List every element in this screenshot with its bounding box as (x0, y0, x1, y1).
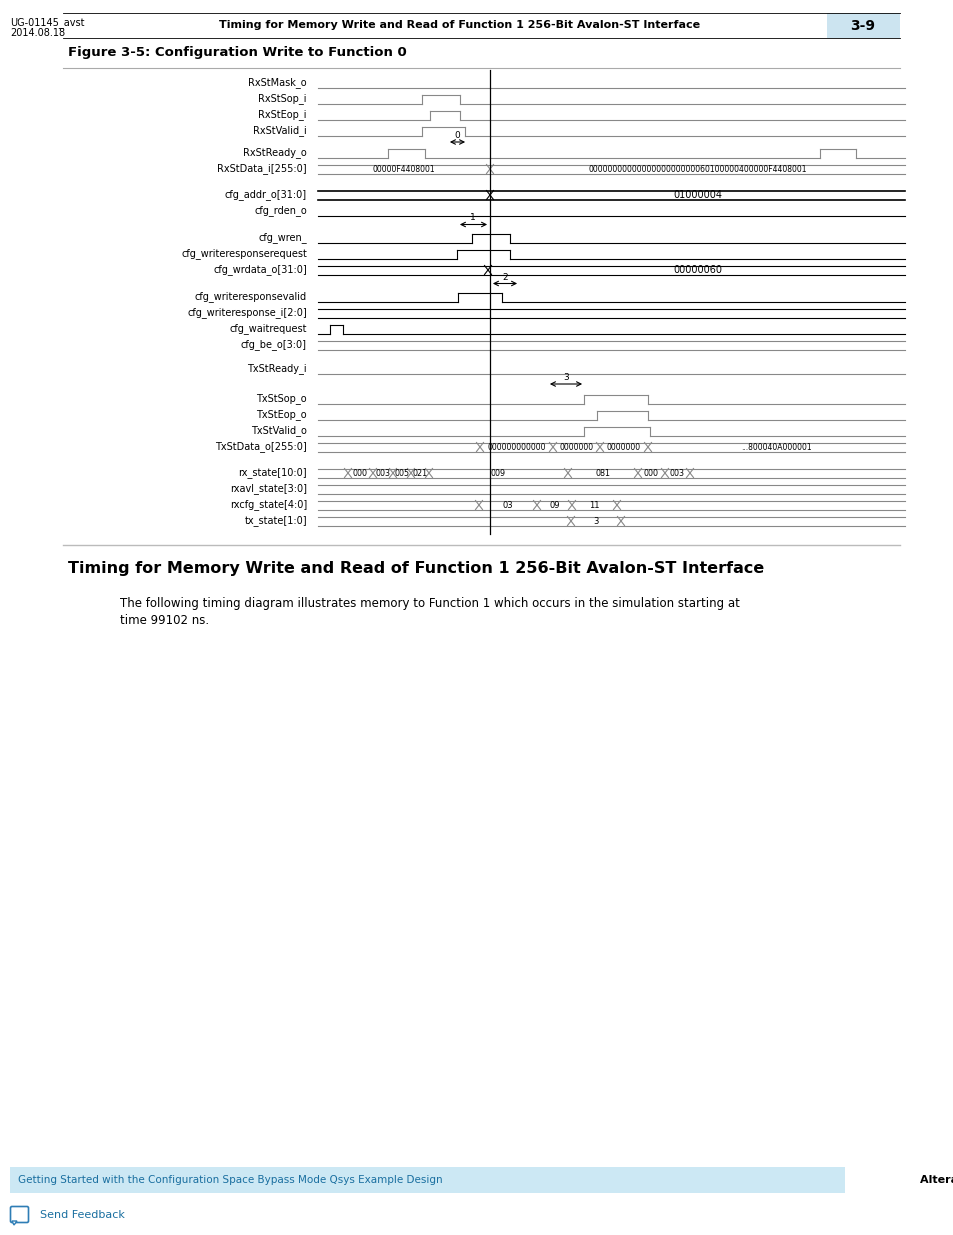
Text: Figure 3-5: Configuration Write to Function 0: Figure 3-5: Configuration Write to Funct… (68, 46, 406, 59)
Text: RxStSop_i: RxStSop_i (258, 94, 307, 105)
Text: 3: 3 (562, 373, 568, 382)
Text: RxStReady_o: RxStReady_o (243, 147, 307, 158)
Text: The following timing diagram illustrates memory to Function 1 which occurs in th: The following timing diagram illustrates… (120, 597, 740, 610)
Text: cfg_writeresponserequest: cfg_writeresponserequest (181, 248, 307, 259)
Text: ...800040A000001: ...800040A000001 (740, 442, 811, 452)
Text: UG-01145_avst: UG-01145_avst (10, 17, 85, 28)
Text: 11: 11 (589, 500, 599, 510)
Text: 003: 003 (669, 468, 684, 478)
Text: 03: 03 (502, 500, 513, 510)
Text: 000000000000: 000000000000 (487, 442, 545, 452)
FancyBboxPatch shape (10, 1167, 844, 1193)
Text: 0: 0 (454, 131, 459, 140)
Text: 3-9: 3-9 (850, 19, 875, 32)
Text: 009: 009 (491, 468, 505, 478)
Text: TxStEop_o: TxStEop_o (256, 410, 307, 420)
Text: rxavl_state[3:0]: rxavl_state[3:0] (230, 484, 307, 494)
FancyBboxPatch shape (826, 14, 899, 38)
Text: 0000000: 0000000 (558, 442, 593, 452)
Text: cfg_be_o[3:0]: cfg_be_o[3:0] (241, 340, 307, 351)
Text: cfg_writeresponsevalid: cfg_writeresponsevalid (194, 291, 307, 303)
Text: cfg_addr_o[31:0]: cfg_addr_o[31:0] (225, 189, 307, 200)
Text: cfg_rden_o: cfg_rden_o (254, 205, 307, 216)
Text: TxStSop_o: TxStSop_o (256, 394, 307, 404)
Text: rxcfg_state[4:0]: rxcfg_state[4:0] (230, 499, 307, 510)
Text: time 99102 ns.: time 99102 ns. (120, 614, 209, 627)
Text: 005: 005 (394, 468, 409, 478)
Text: TxStData_o[255:0]: TxStData_o[255:0] (215, 442, 307, 452)
Text: tx_state[1:0]: tx_state[1:0] (244, 515, 307, 526)
Text: 0000000000000000000000060100000400000F4408001: 0000000000000000000000060100000400000F44… (588, 164, 806, 173)
Text: 0000000: 0000000 (606, 442, 640, 452)
Text: RxStValid_i: RxStValid_i (253, 126, 307, 136)
Text: 3: 3 (593, 516, 598, 526)
Text: 003: 003 (375, 468, 390, 478)
Text: 00000060: 00000060 (672, 266, 721, 275)
Text: Getting Started with the Configuration Space Bypass Mode Qsys Example Design: Getting Started with the Configuration S… (18, 1174, 442, 1186)
Text: 01000004: 01000004 (672, 190, 721, 200)
Text: 2014.08.18: 2014.08.18 (10, 28, 65, 38)
Text: RxStEop_i: RxStEop_i (258, 110, 307, 121)
Text: TxStReady_i: TxStReady_i (247, 363, 307, 374)
Text: 021: 021 (412, 468, 427, 478)
Text: 09: 09 (549, 500, 559, 510)
Text: Send Feedback: Send Feedback (40, 1210, 125, 1220)
Text: Timing for Memory Write and Read of Function 1 256-Bit Avalon-ST Interface: Timing for Memory Write and Read of Func… (219, 21, 700, 31)
Text: cfg_wren_: cfg_wren_ (258, 232, 307, 243)
FancyBboxPatch shape (10, 1207, 29, 1223)
Text: 000: 000 (643, 468, 659, 478)
Text: 1: 1 (470, 214, 476, 222)
Text: RxStData_i[255:0]: RxStData_i[255:0] (217, 163, 307, 174)
Text: TxStValid_o: TxStValid_o (251, 426, 307, 436)
Polygon shape (12, 1221, 17, 1225)
Text: Timing for Memory Write and Read of Function 1 256-Bit Avalon-ST Interface: Timing for Memory Write and Read of Func… (68, 561, 763, 576)
Text: 081: 081 (595, 468, 610, 478)
Text: cfg_waitrequest: cfg_waitrequest (230, 324, 307, 335)
Text: cfg_writeresponse_i[2:0]: cfg_writeresponse_i[2:0] (187, 308, 307, 319)
Text: RxStMask_o: RxStMask_o (248, 78, 307, 89)
Text: 2: 2 (501, 273, 507, 282)
Text: cfg_wrdata_o[31:0]: cfg_wrdata_o[31:0] (213, 264, 307, 275)
Text: 00000F4408001: 00000F4408001 (373, 164, 435, 173)
Text: rx_state[10:0]: rx_state[10:0] (238, 468, 307, 478)
Text: Altera Corporation: Altera Corporation (919, 1174, 953, 1186)
Text: 000: 000 (353, 468, 368, 478)
